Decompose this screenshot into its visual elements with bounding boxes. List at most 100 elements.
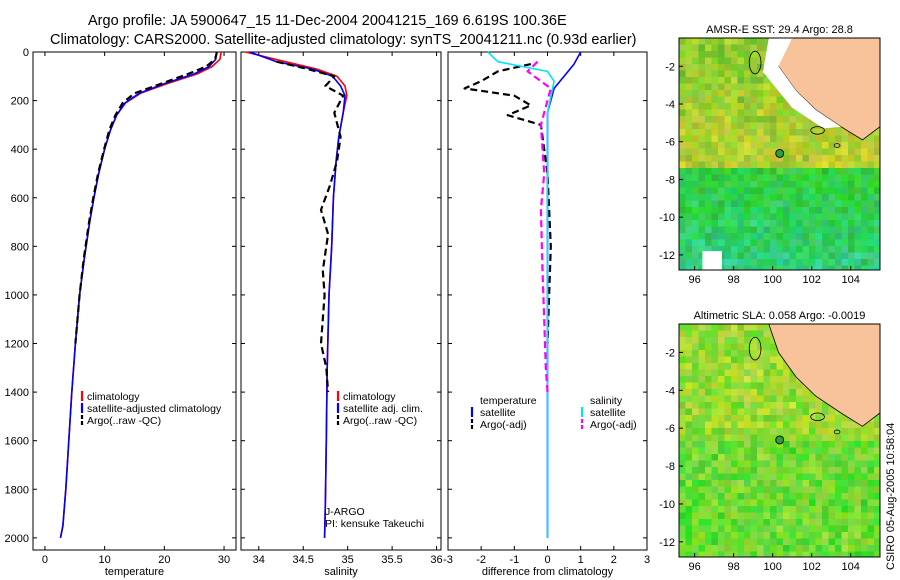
sla-map-cell [705,343,712,351]
sla-map-cell [698,467,706,474]
sst-map-cell [685,90,693,97]
sst-map-cell [750,83,758,91]
sst-map-cell [711,161,719,169]
sst-map-cell [698,161,706,169]
sla-map-cell [757,538,764,546]
sla-map-cell [750,467,758,474]
sst-map-cell [679,233,686,240]
sla-map-cell [698,330,706,338]
sst-map-argo-position-marker [775,148,785,158]
sst-map-cell [679,116,686,123]
sst-map-cell [783,187,790,195]
sla-map-cell [692,350,699,357]
sst-map-cell [861,174,868,182]
sst-map-cell [867,187,875,195]
sla-map-cell [828,454,836,461]
sst-map-cell [757,213,764,221]
sla-map-cell [692,486,699,494]
sla-map-cell [731,525,738,533]
sst-map-cell [698,155,706,162]
sst-map-cell [815,161,823,169]
sla-map-cell [685,376,693,383]
sst-map-cell [757,57,764,65]
sla-map-cell [711,382,719,390]
sla-map-cell [776,467,784,474]
sst-map-cell [776,116,784,123]
sst-map-cell [848,265,855,270]
sst-map-cell [763,142,771,149]
sla-map-cell [848,493,855,500]
sla-map-cell [731,350,738,357]
sla-map-cell [822,519,829,526]
sla-map-cell [867,493,875,500]
sla-map-cell [783,519,790,526]
sla-map-cell [763,460,771,468]
sla-map-cell [835,480,842,487]
sst-map-cell [861,135,868,143]
salinity-legend-label: climatology [343,391,396,403]
sst-map-cell [698,220,706,227]
sla-map-cell [705,330,712,338]
sla-map-cell [685,454,693,461]
sst-map-cell [724,161,732,169]
sla-map-cell [861,545,868,552]
sst-map-cell [835,155,842,162]
temperature-ytick-label: 0 [23,47,29,59]
sla-map-cell [744,525,751,533]
sst-map-cell [698,259,706,266]
sla-map-cell [841,434,849,442]
sla-map-cell [763,421,771,429]
sla-map-cell [763,512,771,520]
sst-map-cell [724,96,732,104]
sla-map-cell [731,545,738,552]
sla-map-cell [841,454,849,461]
sst-map-cell [776,122,784,130]
sla-map-cell [731,454,738,461]
sla-map-cell [783,480,790,487]
sst-map-cell [744,122,751,130]
sla-map-cell [809,454,816,461]
sst-map-cell [744,38,751,45]
sst-map-cell [783,181,790,188]
sla-map-cell [679,363,686,370]
sst-map-cell [861,233,868,240]
sst-map-cell [718,220,725,227]
sst-map-cell [750,174,758,182]
sla-map-cell [848,506,855,513]
sst-map-cell [679,57,686,65]
sla-map-cell [815,538,823,546]
sla-map-cell [718,343,725,351]
sla-map-cell [705,415,712,422]
sst-map-cell [757,96,764,104]
sst-map-cell [705,103,712,110]
sla-map-cell [796,402,803,409]
sla-map-cell [698,395,706,403]
sla-map-cell [835,538,842,546]
sla-map-cell [698,532,706,539]
sla-map-cell [685,486,693,494]
sst-map-cell [718,174,725,182]
sla-map-cell [718,467,725,474]
sst-map-cell [750,103,758,110]
sla-map-cell [789,434,797,442]
sla-map-cell [711,356,719,364]
sst-map-cell [809,129,816,136]
sla-map-cell [744,434,751,442]
sst-map-cell [750,129,758,136]
sla-map-cell [750,376,758,383]
sla-map-cell [763,532,771,539]
sst-map-cell [861,226,868,234]
sla-map-cell [828,532,836,539]
sst-map-cell [854,207,862,214]
sla-map-cell [737,551,745,557]
sst-map-cell [750,207,758,214]
sla-map-cell [737,441,745,448]
sst-map-cell [679,44,686,52]
sla-map-cell [698,337,706,344]
sst-map-cell [783,252,790,260]
sst-map-cell [685,57,693,65]
sst-map-cell [718,38,725,45]
sst-map-cell [867,181,875,188]
sla-map-cell [835,532,842,539]
sla-map-cell [815,415,823,422]
